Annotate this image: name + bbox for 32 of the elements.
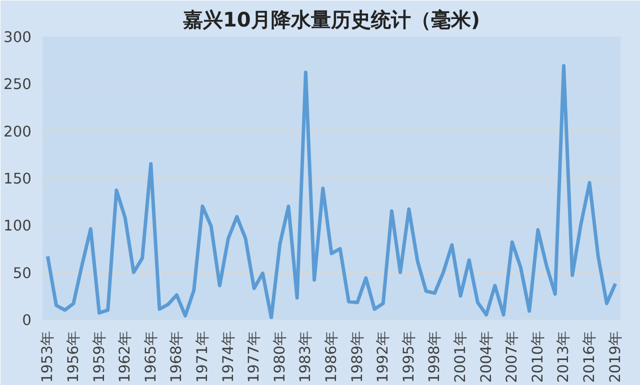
y-tick-label: 300 [4, 29, 32, 46]
y-tick-label: 250 [4, 76, 32, 94]
x-tick-label: 2004年 [478, 330, 495, 383]
y-tick-label: 100 [4, 218, 32, 235]
x-tick-label: 1977年 [246, 330, 263, 383]
x-tick-label: 1980年 [271, 330, 288, 383]
x-tick-label: 1995年 [400, 330, 418, 383]
x-tick-label: 2013年 [555, 330, 572, 383]
x-tick-label: 2010年 [529, 330, 546, 383]
x-tick-label: 2001年 [452, 330, 470, 383]
line-series [46, 64, 618, 320]
x-tick-label: 2016年 [581, 330, 598, 383]
y-tick-label: 50 [12, 264, 32, 282]
y-tick-label: 200 [4, 123, 32, 140]
x-tick-label: 1953年 [39, 330, 56, 383]
x-tick-label: 1983年 [297, 330, 314, 383]
x-tick-label: 1992年 [374, 330, 392, 383]
y-tick-label: 150 [4, 170, 32, 188]
x-tick-label: 2007年 [504, 330, 521, 383]
chart-title: 嘉兴10月降水量历史统计（毫米) [183, 8, 480, 32]
y-tick-label: 0 [22, 312, 32, 329]
x-tick-label: 1965年 [142, 330, 160, 383]
x-tick-label: 1959年 [90, 330, 108, 383]
x-tick-label: 1968年 [168, 330, 186, 383]
x-tick-label: 1989年 [348, 330, 366, 383]
x-tick-label: 1974年 [220, 330, 237, 383]
x-tick-label: 2019年 [606, 330, 624, 383]
x-tick-label: 1956年 [64, 330, 82, 383]
x-tick-label: 1962年 [116, 330, 134, 383]
x-tick-label: 1986年 [323, 330, 340, 383]
x-tick-label: 1998年 [426, 330, 444, 383]
x-tick-label: 1971年 [194, 330, 211, 383]
